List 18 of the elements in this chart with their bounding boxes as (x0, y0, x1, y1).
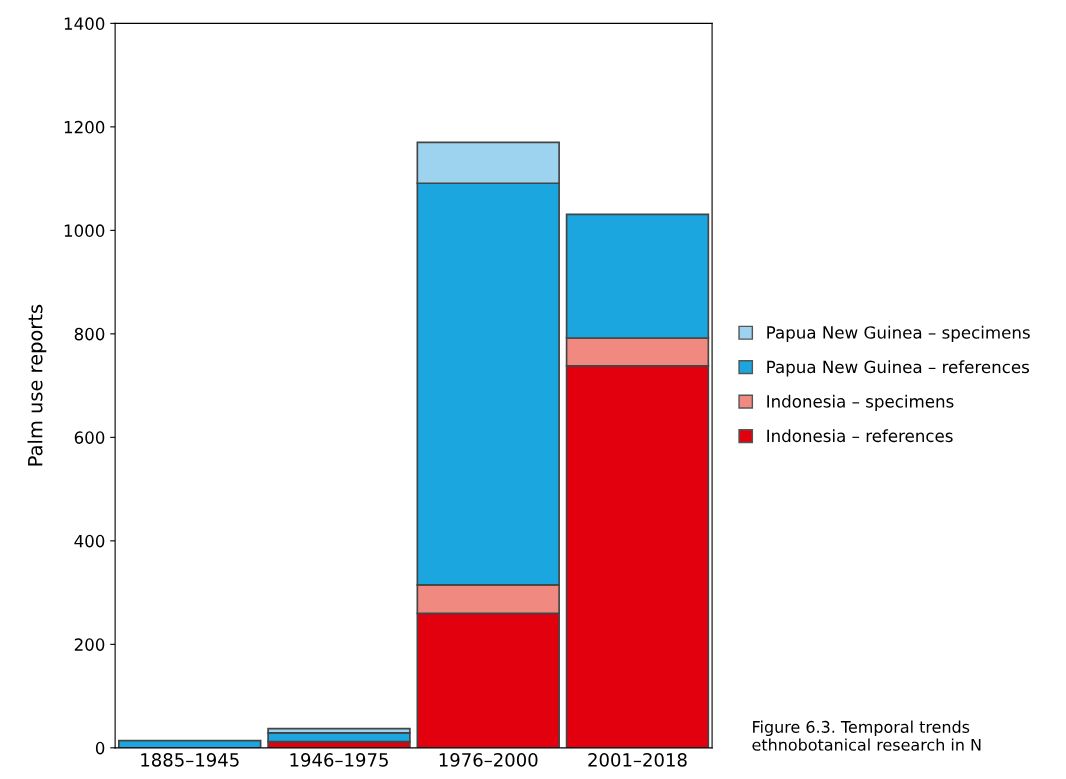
x-tick-label: 2001–2018 (588, 753, 687, 767)
legend-label: Papua New Guinea – specimens (767, 325, 1030, 342)
y-tick-label: 0 (95, 741, 105, 755)
x-tick-label: 1946–1975 (290, 753, 388, 767)
y-axis-title: Palm use reports (27, 304, 47, 466)
y-tick-label: 800 (74, 327, 105, 341)
y-tick-label: 1000 (64, 224, 105, 237)
y-tick-label: 1400 (64, 17, 105, 30)
y-tick-label: 1200 (64, 120, 105, 134)
legend-label: Papua New Guinea – references (767, 360, 1030, 377)
y-tick-label: 600 (74, 431, 105, 444)
x-tick-label: 1885–1945 (141, 753, 239, 767)
legend-label: Indonesia – specimens (767, 394, 954, 411)
caption: Figure 6.3. Temporal trends ethnobotanical research in N (752, 720, 981, 751)
x-tick-label: 1976–2000 (439, 753, 538, 767)
legend-label: Indonesia – references (767, 429, 953, 443)
y-tick-label: 400 (74, 534, 105, 548)
y-tick-label: 200 (74, 638, 105, 651)
